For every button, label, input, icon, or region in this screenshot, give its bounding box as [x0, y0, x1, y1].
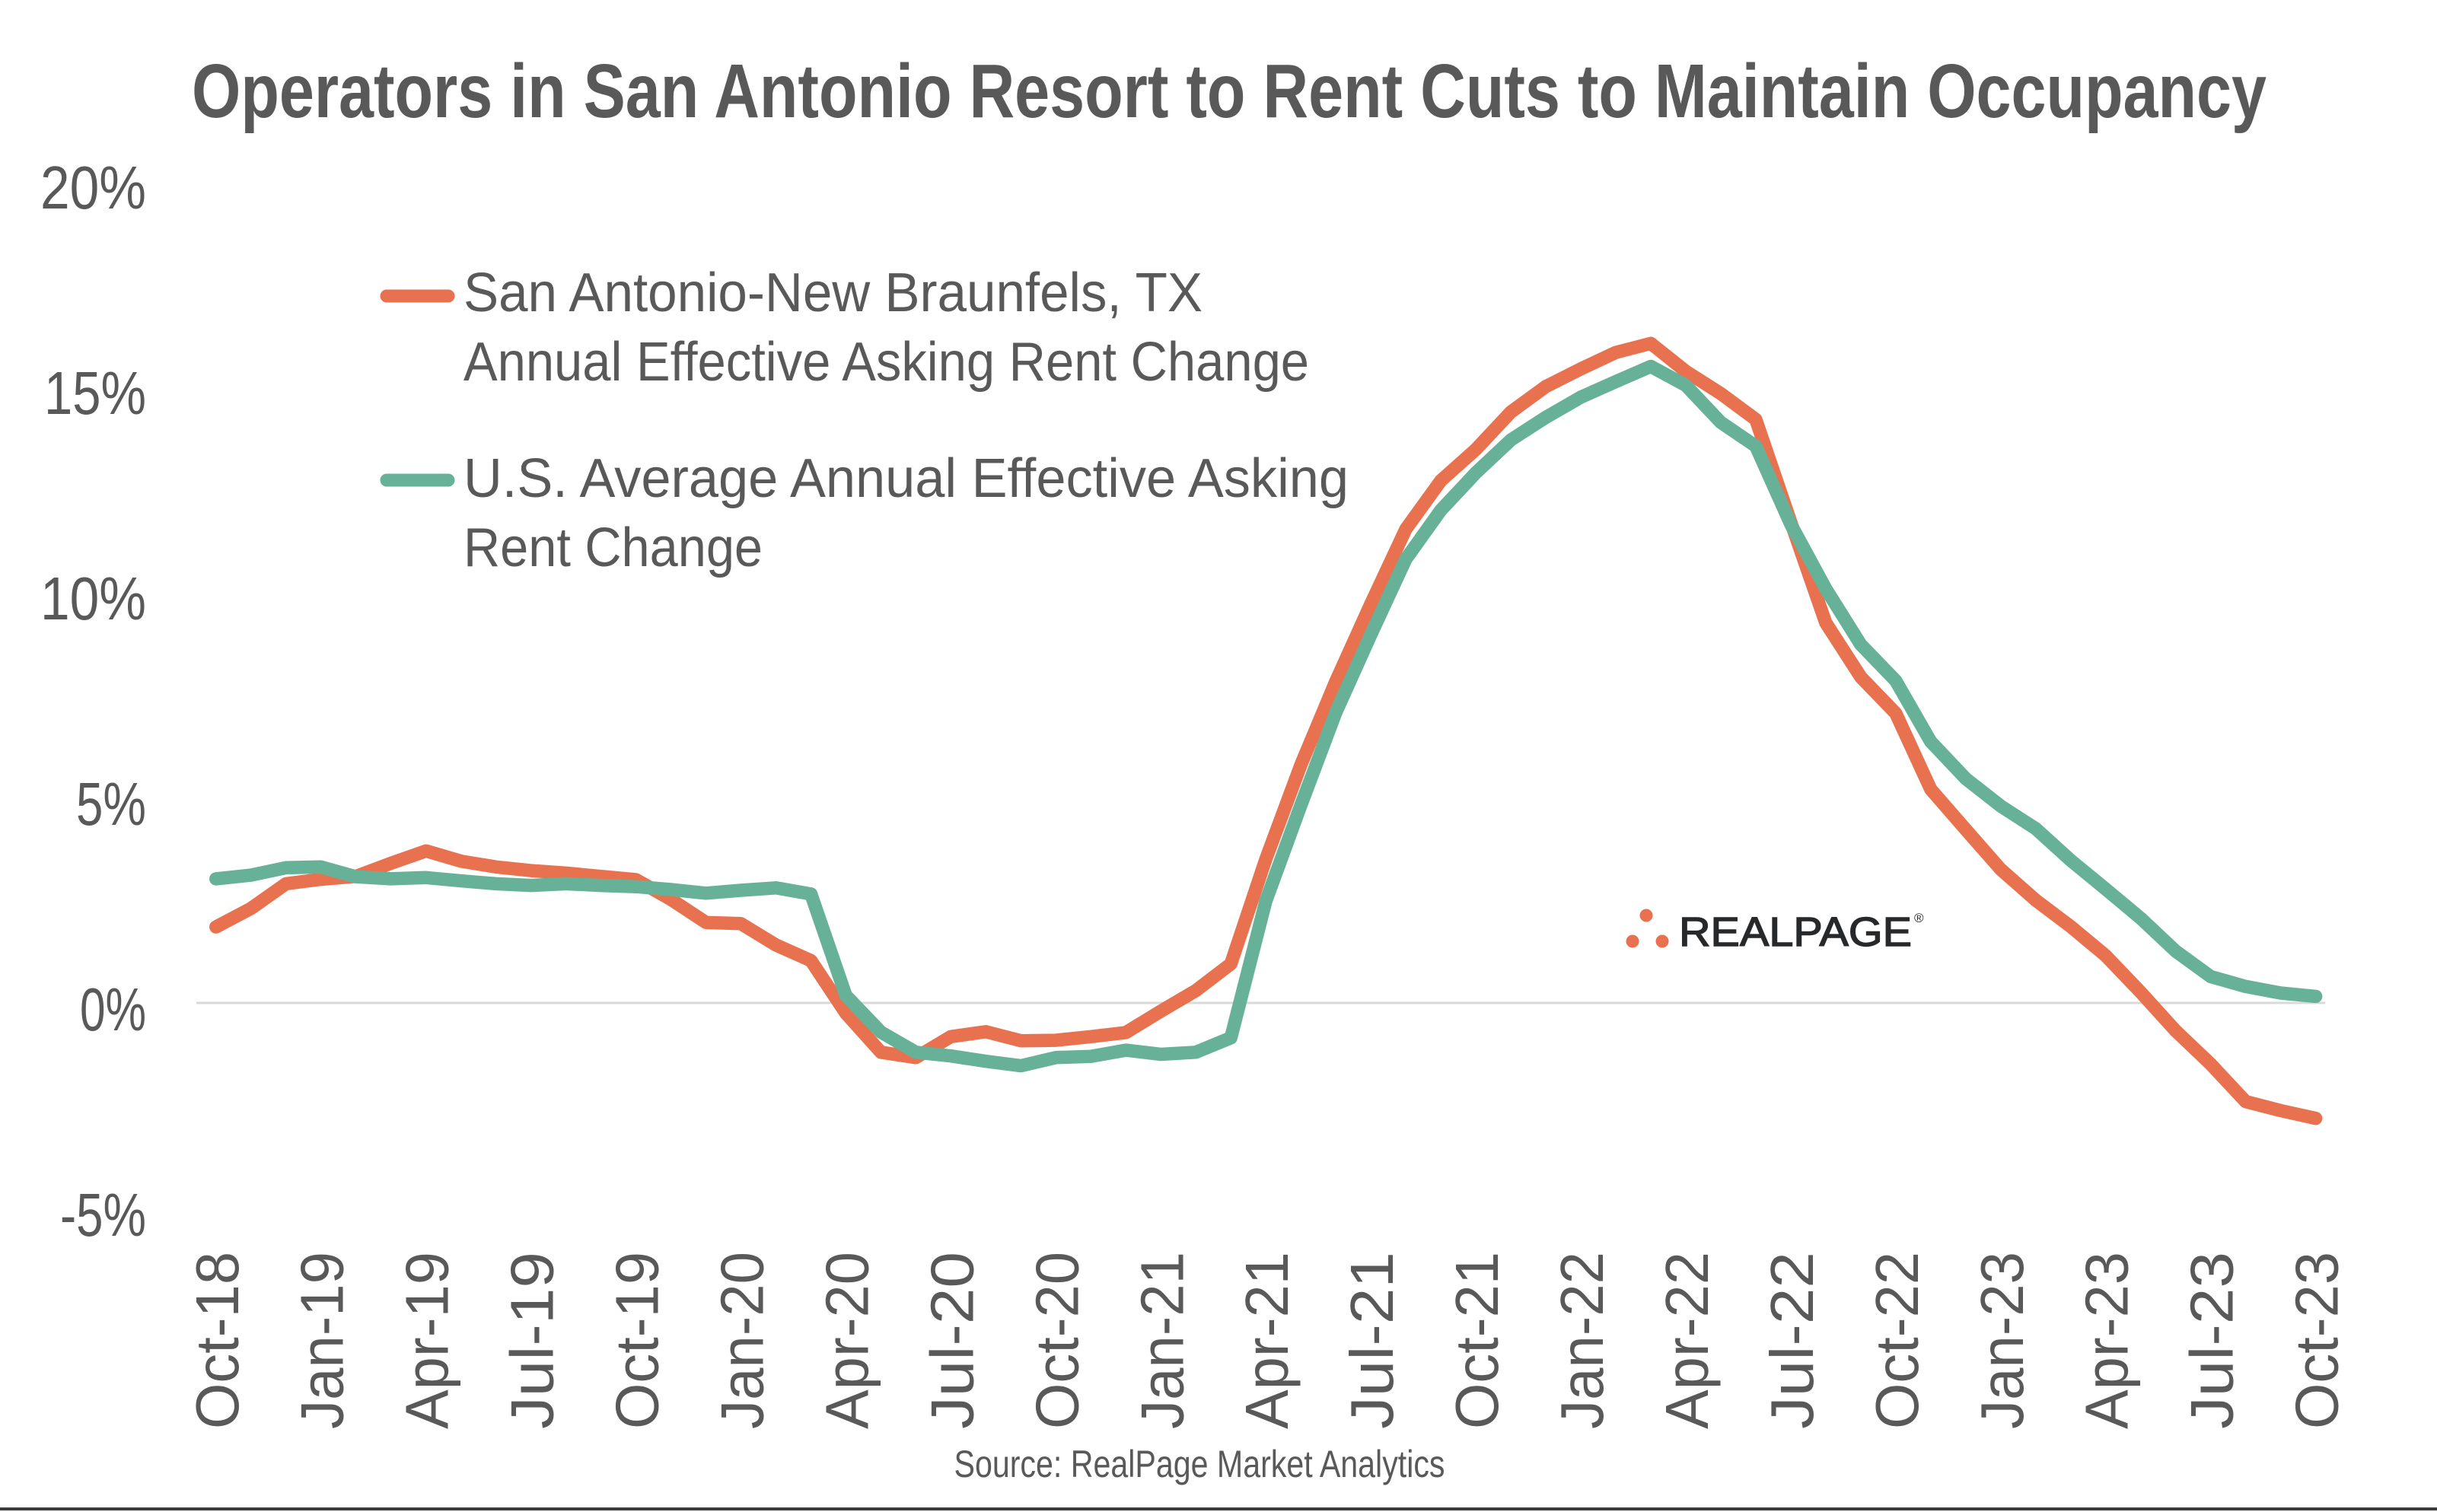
svg-text:-5%: -5%	[60, 1181, 146, 1249]
svg-text:Oct-20: Oct-20	[1023, 1252, 1091, 1429]
svg-text:10%: 10%	[40, 565, 146, 632]
svg-text:Source: RealPage Market Analyt: Source: RealPage Market Analytics	[954, 1443, 1445, 1485]
svg-text:Jul-19: Jul-19	[499, 1252, 566, 1429]
svg-text:Apr-21: Apr-21	[1233, 1252, 1301, 1429]
svg-text:Oct-23: Oct-23	[2283, 1252, 2351, 1429]
svg-text:Jan-22: Jan-22	[1548, 1252, 1616, 1429]
svg-text:Operators in San Antonio Resor: Operators in San Antonio Resort to Rent …	[192, 49, 2267, 134]
svg-text:15%: 15%	[44, 359, 146, 427]
svg-text:U.S. Average Annual Effective: U.S. Average Annual Effective Asking	[464, 448, 1349, 509]
svg-text:Jan-23: Jan-23	[1968, 1252, 2036, 1429]
svg-text:0%: 0%	[80, 976, 146, 1043]
svg-text:Apr-22: Apr-22	[1653, 1252, 1721, 1429]
svg-text:Annual Effective Asking Rent C: Annual Effective Asking Rent Change	[464, 332, 1309, 393]
svg-text:Jul-21: Jul-21	[1338, 1252, 1406, 1429]
svg-text:®: ®	[1914, 911, 1924, 925]
svg-text:Jan-19: Jan-19	[288, 1252, 356, 1429]
svg-text:Oct-19: Oct-19	[604, 1252, 671, 1429]
svg-text:Jan-20: Jan-20	[709, 1252, 776, 1429]
svg-text:20%: 20%	[40, 154, 146, 221]
svg-text:Jul-20: Jul-20	[918, 1252, 986, 1429]
svg-text:San Antonio-New Braunfels, TX: San Antonio-New Braunfels, TX	[464, 263, 1203, 323]
svg-text:Jul-22: Jul-22	[1758, 1252, 1826, 1429]
svg-text:Apr-19: Apr-19	[393, 1252, 461, 1429]
svg-text:REALPAGE: REALPAGE	[1679, 909, 1912, 955]
svg-text:Apr-23: Apr-23	[2073, 1252, 2141, 1429]
svg-text:5%: 5%	[76, 770, 146, 838]
svg-text:Jan-21: Jan-21	[1128, 1252, 1196, 1429]
svg-text:Jul-23: Jul-23	[2178, 1252, 2246, 1429]
svg-text:Apr-20: Apr-20	[813, 1252, 881, 1429]
svg-text:Oct-18: Oct-18	[183, 1252, 251, 1429]
svg-text:Oct-22: Oct-22	[1863, 1252, 1931, 1429]
svg-text:Oct-21: Oct-21	[1443, 1252, 1511, 1429]
svg-text:Rent Change: Rent Change	[464, 517, 763, 578]
